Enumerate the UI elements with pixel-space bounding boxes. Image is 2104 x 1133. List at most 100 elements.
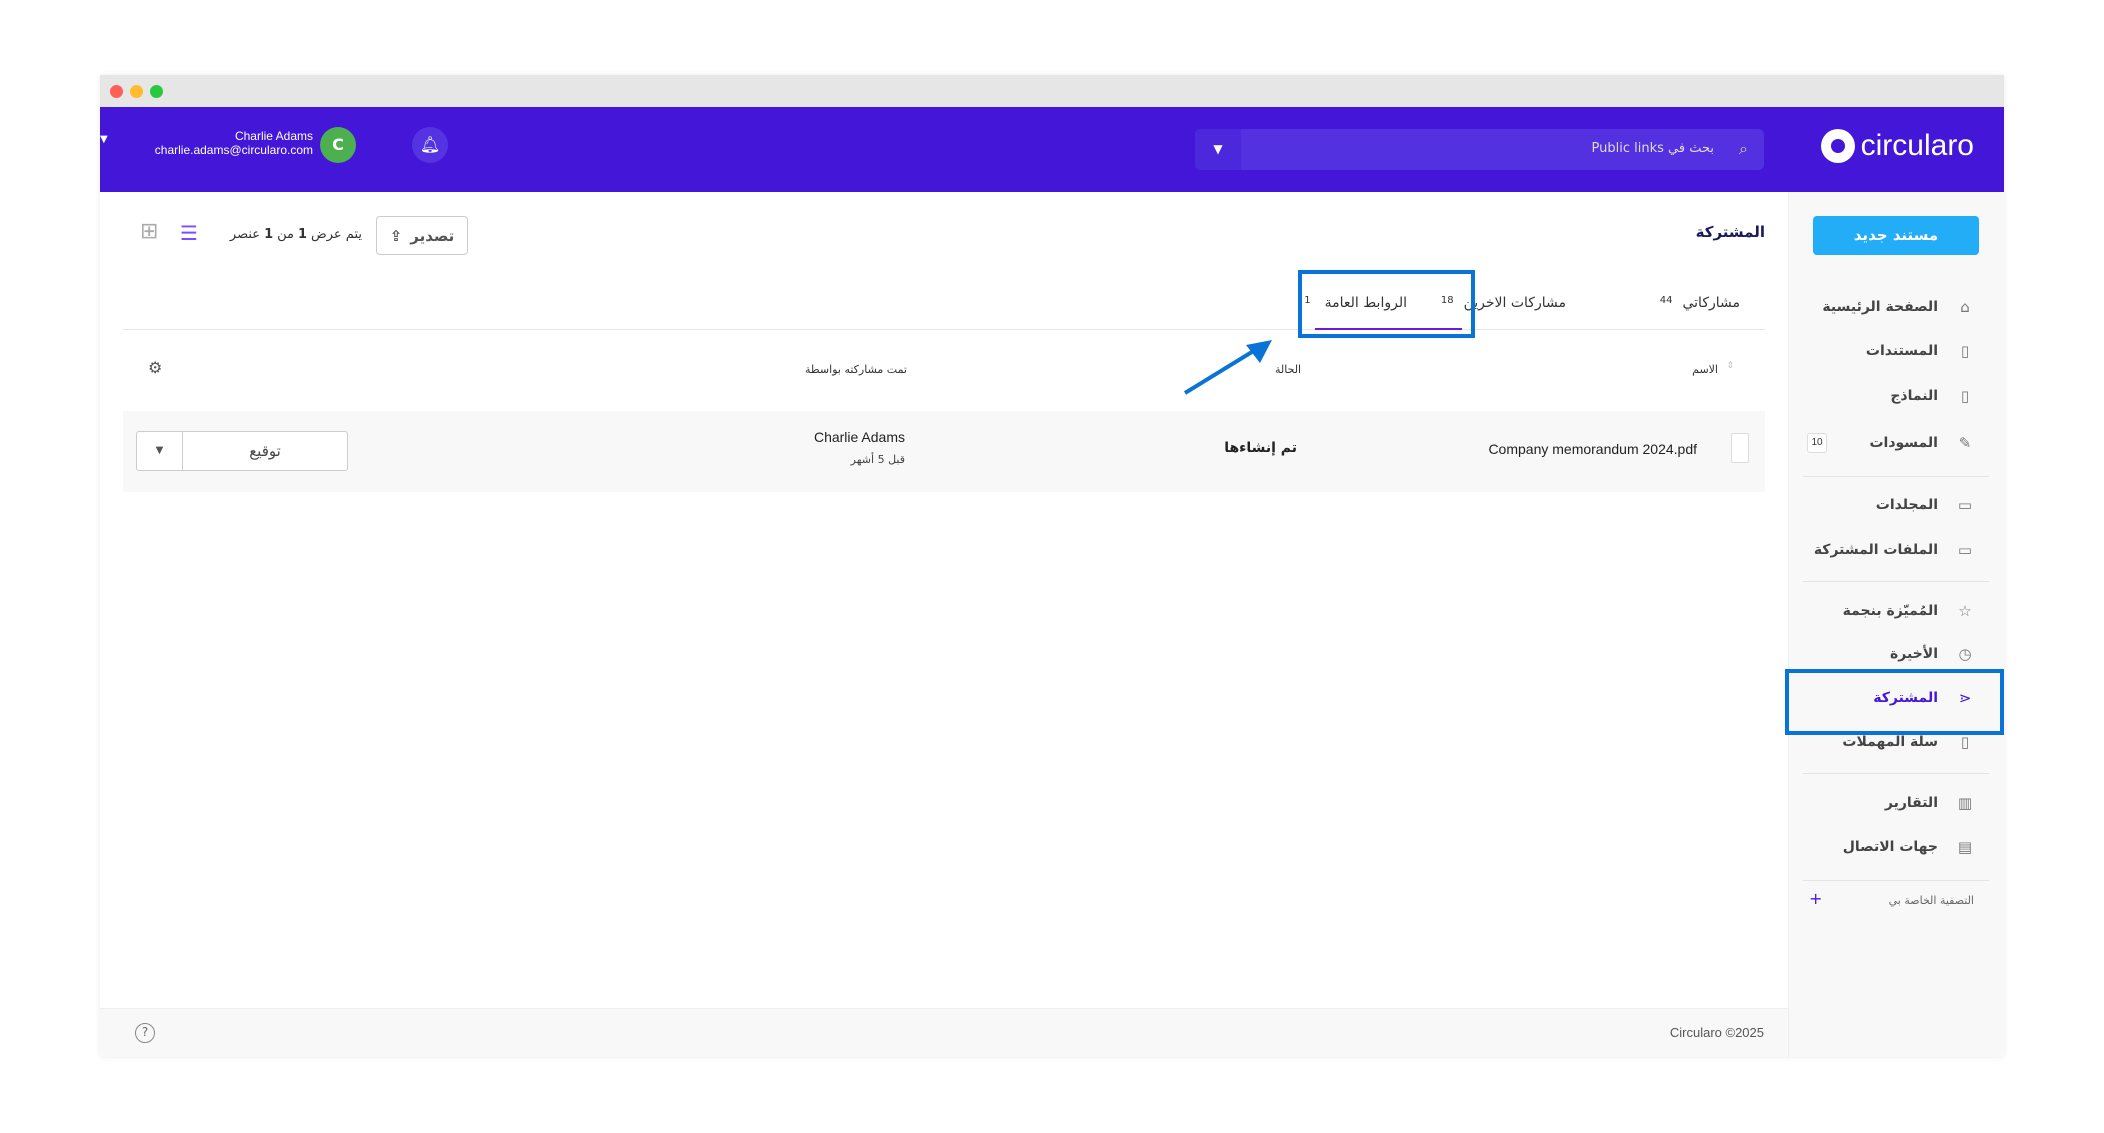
maximize-window-button[interactable]: [150, 85, 163, 98]
star-icon: ☆: [1958, 602, 1972, 620]
sidebar-item-label: المسودات: [1869, 435, 1938, 451]
count-prefix: يتم عرض: [311, 227, 362, 242]
tab-divider: [123, 329, 1765, 330]
sidebar-item[interactable]: ▯ سلة المهملات: [1804, 727, 1974, 757]
sidebar-item-label: المجلدات: [1875, 497, 1938, 513]
export-label: تصدير: [410, 226, 455, 245]
add-filter-plus-icon[interactable]: +: [1809, 889, 1823, 908]
avatar[interactable]: C: [320, 127, 356, 163]
user-name: Charlie Adams: [234, 129, 313, 143]
divider: [1803, 476, 1989, 477]
count-total: 1: [264, 227, 274, 242]
sidebar-item-label: المستندات: [1865, 343, 1938, 359]
drafts-count-badge: 10: [1807, 433, 1827, 453]
sidebar-item-label: المُميّزة بنجمة: [1842, 603, 1938, 619]
divider: [1803, 880, 1989, 881]
shared-by-name: Charlie Adams: [813, 429, 905, 445]
user-email: charlie.adams@circularo.com: [154, 143, 313, 157]
search-icon: ⌕: [1739, 139, 1748, 158]
sidebar-item[interactable]: ▯ النماذج: [1804, 381, 1974, 411]
sidebar-item-label: الصفحة الرئيسية: [1822, 299, 1938, 315]
sidebar-item[interactable]: ▭ المجلدات: [1804, 490, 1974, 520]
search-input[interactable]: بحث في Public links: [1591, 141, 1714, 156]
tab-count: 44: [1659, 295, 1673, 306]
annotation-arrow-icon: [1183, 340, 1272, 395]
title-bar: [100, 75, 2004, 107]
footer: ? Circularo ©2025: [100, 1008, 1788, 1057]
folder-icon: ▭: [1957, 496, 1973, 514]
template-icon: ▯: [1960, 387, 1970, 405]
logo-icon: [1820, 129, 1855, 163]
sidebar-item[interactable]: ▤ جهات الاتصال: [1804, 832, 1974, 862]
count-shown: 1: [297, 227, 308, 242]
column-header-name[interactable]: الاسم: [1692, 363, 1718, 376]
count-of: من: [277, 227, 294, 242]
sign-dropdown-chevron-down-icon[interactable]: ▼: [137, 432, 183, 470]
sign-button[interactable]: توقيع: [249, 442, 281, 460]
column-settings-gear-icon[interactable]: ⚙: [148, 358, 163, 377]
trash-icon: ▯: [1960, 733, 1970, 751]
tab-count: 18: [1440, 295, 1454, 306]
logo[interactable]: circularo: [1820, 129, 1974, 163]
sidebar-item-label: الأخيرة: [1889, 646, 1938, 662]
count-suffix: عنصر: [229, 227, 261, 242]
new-document-button[interactable]: مستند جديد: [1813, 216, 1979, 255]
tab-label: الروابط العامة: [1324, 295, 1407, 311]
highlight-box-tab: [1298, 270, 1475, 338]
sidebar-item-label: الملفات المشتركة: [1813, 542, 1938, 558]
sidebar-item-label: المشتركة: [1873, 690, 1938, 706]
search-bar[interactable]: ⌕ بحث في Public links ▼: [1195, 129, 1764, 170]
help-icon[interactable]: ?: [135, 1023, 155, 1043]
table-row[interactable]: Company memorandum 2024.pdf تم إنشاءها C…: [123, 411, 1765, 492]
list-view-icon[interactable]: ☰: [180, 221, 198, 245]
sidebar-item[interactable]: ⌂ الصفحة الرئيسية: [1804, 292, 1974, 322]
upload-icon: ⇪: [389, 226, 403, 245]
column-header-shared-by: تمت مشاركته بواسطة: [805, 363, 907, 376]
sidebar: مستند جديد ⌂ الصفحة الرئيسية ▯ المستندات ▯ ال…: [1788, 192, 2004, 1057]
tab-label: مشاركات الاخرين: [1463, 295, 1566, 311]
file-thumbnail-icon: [1731, 433, 1749, 463]
sidebar-item[interactable]: ⋖ المشتركة: [1804, 683, 1974, 713]
shared-folder-icon: ▭: [1957, 541, 1973, 559]
copyright: Circularo ©2025: [1669, 1025, 1764, 1040]
pencil-icon: ✎: [1958, 434, 1972, 452]
shared-time: قبل 5 أشهر: [850, 453, 905, 466]
search-scope-dropdown[interactable]: ▼: [1195, 129, 1241, 170]
sidebar-item[interactable]: ✎ المسودات: [1804, 428, 1974, 458]
sort-icon[interactable]: ⇕: [1726, 361, 1734, 371]
sidebar-item-label: النماذج: [1890, 388, 1938, 404]
tab-others-shares[interactable]: مشاركات الاخرين 18: [1441, 295, 1566, 311]
status-text: تم إنشاءها: [1224, 440, 1297, 456]
user-menu-chevron-down-icon[interactable]: ▼: [100, 134, 108, 145]
clock-icon: ◷: [1958, 645, 1972, 663]
document-icon: ▯: [1960, 342, 1970, 360]
user-menu[interactable]: Charlie Adams charlie.adams@circularo.co…: [118, 129, 313, 157]
tab-label: مشاركاتي: [1682, 295, 1740, 311]
export-button[interactable]: تصدير ⇪: [376, 216, 468, 255]
sidebar-item[interactable]: ▯ المستندات: [1804, 336, 1974, 366]
tab-public-links[interactable]: الروابط العامة 1: [1304, 295, 1407, 311]
divider: [1803, 581, 1989, 582]
sidebar-item[interactable]: ▭ الملفات المشتركة: [1804, 535, 1974, 565]
sidebar-item[interactable]: ▥ التقارير: [1804, 788, 1974, 818]
sidebar-item[interactable]: ◷ الأخيرة: [1804, 639, 1974, 669]
chart-icon: ▥: [1957, 794, 1973, 812]
tab-my-shares[interactable]: مشاركاتي 44: [1660, 295, 1740, 311]
close-window-button[interactable]: [110, 85, 123, 98]
sign-split-button[interactable]: ▼ توقيع: [136, 431, 348, 471]
item-count: يتم عرض 1 من 1 عنصر: [230, 227, 362, 242]
grid-view-icon[interactable]: ⊞: [140, 219, 159, 244]
sidebar-item-label: التقارير: [1884, 795, 1938, 811]
share-icon: ⋖: [1958, 689, 1972, 707]
sidebar-item[interactable]: ☆ المُميّزة بنجمة: [1804, 596, 1974, 626]
divider: [1803, 773, 1989, 774]
top-header: circularo ⌕ بحث في Public links ▼ 🔔︎ C ▼…: [100, 107, 2004, 192]
file-name[interactable]: Company memorandum 2024.pdf: [1488, 441, 1697, 457]
my-filter-label: التصفية الخاصة بي: [1888, 894, 1974, 907]
highlight-box-sidebar: [1785, 669, 2004, 735]
page-title: المشتركة: [1695, 223, 1765, 241]
minimize-window-button[interactable]: [130, 85, 143, 98]
notifications-bell-icon[interactable]: 🔔︎: [412, 127, 448, 163]
active-tab-underline: [1315, 328, 1462, 330]
logo-text: circularo: [1860, 129, 1974, 162]
